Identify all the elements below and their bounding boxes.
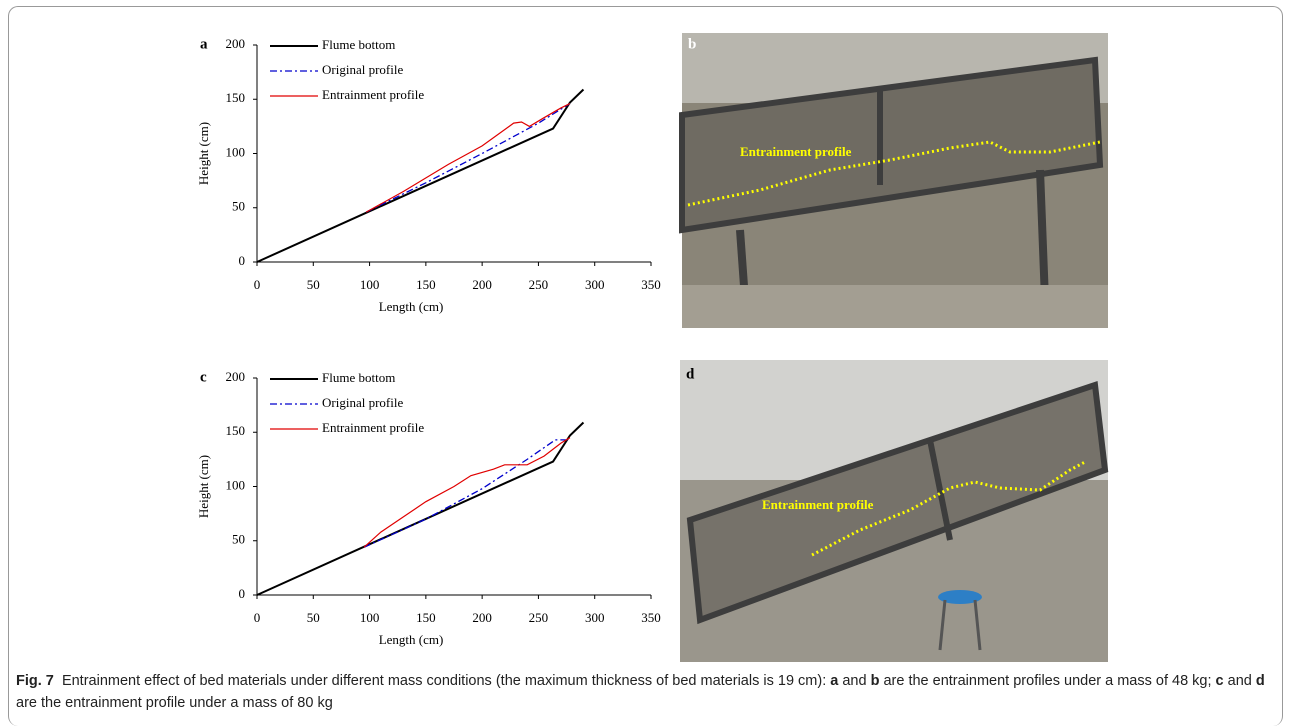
x-tick-label: 0	[254, 610, 261, 625]
y-tick-label: 0	[239, 586, 246, 601]
y-tick-label: 0	[239, 253, 246, 268]
caption-text: are the entrainment profiles under a mas…	[879, 673, 1215, 689]
y-tick-label: 150	[226, 90, 246, 105]
x-axis-title: Length (cm)	[379, 632, 444, 647]
x-tick-label: 50	[307, 277, 320, 292]
x-tick-label: 150	[416, 277, 436, 292]
caption-text: and	[1224, 673, 1256, 689]
photo	[680, 360, 1108, 662]
x-tick-label: 350	[641, 277, 661, 292]
legend-label: Entrainment profile	[322, 420, 424, 435]
x-tick-label: 300	[585, 277, 605, 292]
x-tick-label: 350	[641, 610, 661, 625]
x-tick-label: 100	[360, 610, 380, 625]
legend-label: Original profile	[322, 62, 403, 77]
legend-label: Entrainment profile	[322, 87, 424, 102]
panel-label: a	[200, 36, 208, 52]
photo	[682, 33, 1108, 328]
y-tick-label: 200	[226, 369, 246, 384]
legend-label: Original profile	[322, 395, 403, 410]
y-tick-label: 200	[226, 36, 246, 51]
x-tick-label: 150	[416, 610, 436, 625]
caption-text: Entrainment effect of bed materials unde…	[62, 673, 830, 689]
caption-text: and	[838, 673, 870, 689]
panel-label: b	[688, 36, 696, 52]
data-line	[364, 438, 570, 548]
data-line	[364, 440, 570, 547]
y-axis-title: Height (cm)	[196, 122, 211, 185]
x-tick-label: 100	[360, 277, 380, 292]
caption-ref: c	[1216, 673, 1224, 689]
photo-annotation: Entrainment profile	[740, 144, 852, 159]
x-tick-label: 300	[585, 610, 605, 625]
legend-label: Flume bottom	[322, 370, 395, 385]
y-tick-label: 150	[226, 423, 246, 438]
x-tick-label: 0	[254, 277, 261, 292]
caption-ref: d	[1256, 673, 1265, 689]
caption-text: are the entrainment profile under a mass…	[16, 695, 333, 711]
legend-label: Flume bottom	[322, 37, 395, 52]
x-axis-title: Length (cm)	[379, 299, 444, 314]
data-line	[257, 422, 583, 595]
caption-label: Fig. 7	[16, 673, 54, 689]
x-tick-label: 200	[472, 277, 492, 292]
y-tick-label: 100	[226, 477, 246, 492]
x-tick-label: 250	[529, 610, 549, 625]
photo-annotation: Entrainment profile	[762, 497, 874, 512]
x-tick-label: 200	[472, 610, 492, 625]
y-tick-label: 50	[232, 532, 245, 547]
panel-label: d	[686, 366, 695, 382]
y-tick-label: 100	[226, 144, 246, 159]
y-axis-title: Height (cm)	[196, 455, 211, 518]
data-line	[257, 89, 583, 262]
data-line	[366, 104, 570, 213]
x-tick-label: 50	[307, 610, 320, 625]
y-tick-label: 50	[232, 199, 245, 214]
page: b Entrainment profile d Entrainment prof…	[0, 0, 1293, 725]
figure: b Entrainment profile d Entrainment prof…	[0, 0, 1293, 665]
x-tick-label: 250	[529, 277, 549, 292]
panel-label: c	[200, 369, 207, 385]
caption: Fig. 7 Entrainment effect of bed materia…	[16, 670, 1266, 714]
